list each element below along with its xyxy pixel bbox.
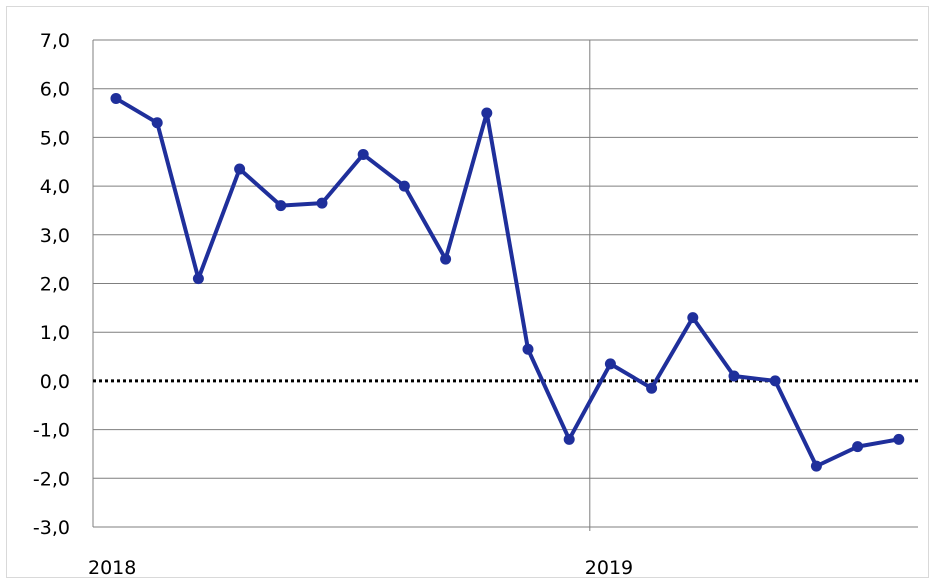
data-point (893, 433, 905, 445)
data-point (110, 92, 122, 104)
data-point (234, 163, 246, 175)
y-tick-label: 7,0 (40, 30, 70, 52)
data-point (563, 433, 575, 445)
y-tick-label: 4,0 (40, 176, 70, 198)
data-point (769, 375, 781, 387)
data-point (192, 273, 204, 285)
y-tick-label: 3,0 (40, 225, 70, 247)
y-tick-label: 6,0 (40, 79, 70, 101)
x-tick-label: 2018 (88, 557, 136, 579)
chart-frame (6, 6, 929, 578)
data-point (275, 200, 287, 212)
data-point (440, 253, 452, 265)
data-point (522, 343, 534, 355)
data-point (810, 460, 822, 472)
data-point (398, 180, 410, 192)
y-tick-label: 5,0 (40, 127, 70, 149)
data-point (316, 197, 328, 209)
data-point (151, 117, 163, 129)
y-tick-label: -1,0 (33, 420, 70, 442)
y-tick-label: 0,0 (40, 371, 70, 393)
data-point (728, 370, 740, 382)
y-tick-label: 2,0 (40, 274, 70, 296)
data-point (852, 441, 864, 453)
y-tick-label: -3,0 (33, 517, 70, 539)
data-point (604, 358, 616, 370)
data-point (646, 382, 658, 394)
x-tick-label: 2019 (585, 557, 633, 579)
data-point (357, 148, 369, 160)
y-tick-label: -2,0 (33, 468, 70, 490)
data-point (481, 107, 493, 119)
data-point (687, 312, 699, 324)
series-line (114, 96, 900, 469)
y-tick-label: 1,0 (40, 322, 70, 344)
